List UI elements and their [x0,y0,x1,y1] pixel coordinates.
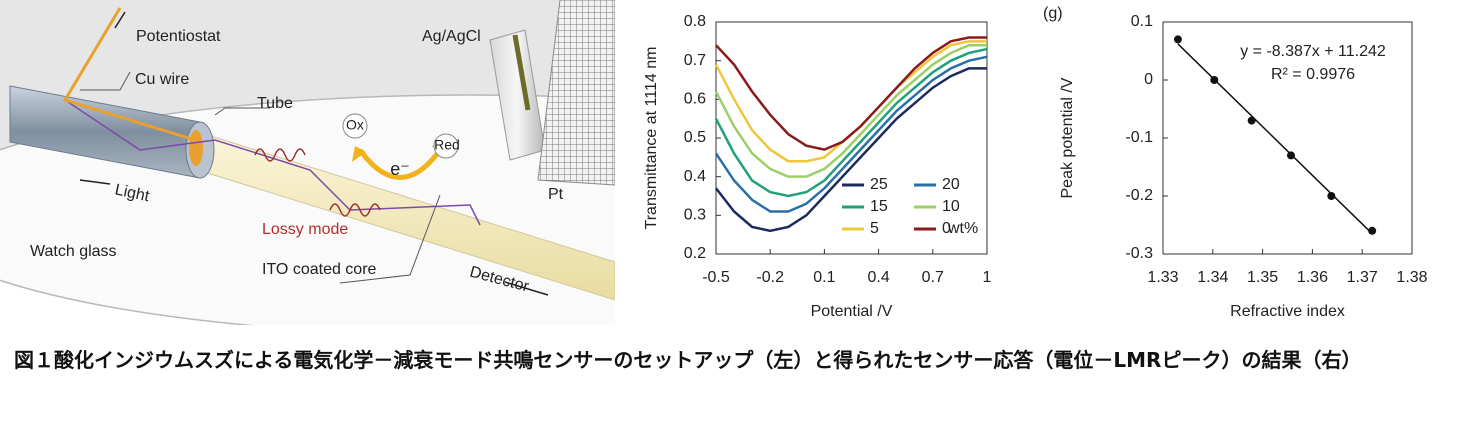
label: Red [434,137,460,153]
red-circle [433,133,459,159]
data-point [1210,76,1219,84]
label: Ox [346,117,364,133]
y-tick-label: 0.5 [684,129,706,146]
y-tick-label: 0.3 [684,207,706,224]
label: ITO coated core [262,261,377,278]
series-line [714,43,987,178]
core-end [189,130,203,166]
trendline [1177,43,1373,235]
legend-label: 5 [870,220,879,237]
x-tick-label: 1.34 [1197,269,1228,286]
x-tick-label: 1.35 [1247,269,1278,286]
x-tick-label: -0.5 [702,269,730,286]
label: Lossy mode [262,221,348,238]
trendline-equation: y = -8.387x + 11.242 [1240,43,1386,60]
leader [339,194,441,284]
y-tick-label: 0.2 [684,245,706,262]
leader [214,107,270,116]
light-path [64,99,481,226]
y-tick-label: -0.2 [1125,187,1153,204]
label: e⁻ [390,159,410,179]
label: Ag/AgCl [422,28,481,45]
y-tick-label: 0.4 [684,168,706,185]
wave [329,203,381,217]
x-tick-label: 1.33 [1147,269,1178,286]
x-tick-label: 0.7 [922,269,944,286]
x-tick-label: 1.36 [1297,269,1328,286]
y-tick-label: 0.6 [684,91,706,108]
wave [254,148,306,162]
arrow [504,281,549,296]
y-tick-label: 0 [1144,71,1153,88]
data-point [1368,226,1377,235]
y-tick-label: 0.1 [1131,13,1153,30]
cu-wire [62,7,196,142]
r-squared: R² = 0.9976 [1271,66,1355,83]
series-line [714,55,988,213]
redox-arrow [357,148,443,180]
data-point [1173,35,1182,44]
x-tick-label: 0.1 [813,269,835,286]
data-point [1286,151,1295,160]
y-axis-label: Peak potential /V [1059,77,1076,198]
ag-wire [512,34,531,111]
y-tick-label: 0.7 [684,52,706,69]
x-tick-label: 1 [983,269,992,286]
arrow [114,11,126,29]
label: Potentiostat [136,28,221,45]
leader [80,71,131,91]
y-axis-label: Transmittance at 1114 nm [643,47,660,230]
legend-label: 25 [870,176,888,193]
legend-label: 20 [942,176,960,193]
y-tick-label: -0.3 [1125,245,1153,262]
pt-mesh [537,0,615,186]
series-line [715,67,987,233]
ox-circle [342,113,368,139]
setup-diagram: Potentiostat Cu wire Tube Ag/AgCl Ox Red… [0,0,615,325]
x-axis-label: Potential /V [811,303,893,320]
figure: Potentiostat Cu wire Tube Ag/AgCl Ox Red… [0,0,1428,325]
legend-unit: wt% [947,220,978,237]
label: Watch glass [30,243,117,260]
arrow-head [352,146,366,162]
x-tick-label: -0.2 [756,269,784,286]
data-point [1327,192,1336,200]
x-tick-label: 1.37 [1347,269,1378,286]
data-point [1247,116,1256,125]
legend-label: 10 [942,198,960,215]
legend-label: 0 [942,220,951,237]
series-line [715,36,987,151]
y-tick-label: -0.1 [1125,129,1153,146]
panel-label: (g) [1043,5,1063,22]
x-axis-label: Refractive index [1230,303,1345,320]
arrow [79,179,111,185]
legend-label: 15 [870,198,888,215]
series-line [714,47,988,198]
caption: 図１酸化インジウムスズによる電気化学－減衰モード共鳴センサーのセットアップ（左）… [14,348,1362,372]
label: Tube [257,95,293,112]
y-tick-label: 0.8 [684,13,706,30]
label: Cu wire [135,71,189,88]
x-tick-label: 0.4 [867,269,889,286]
x-tick-label: 1.38 [1396,269,1427,286]
label: Light [113,181,151,205]
label: Pt [548,186,564,203]
